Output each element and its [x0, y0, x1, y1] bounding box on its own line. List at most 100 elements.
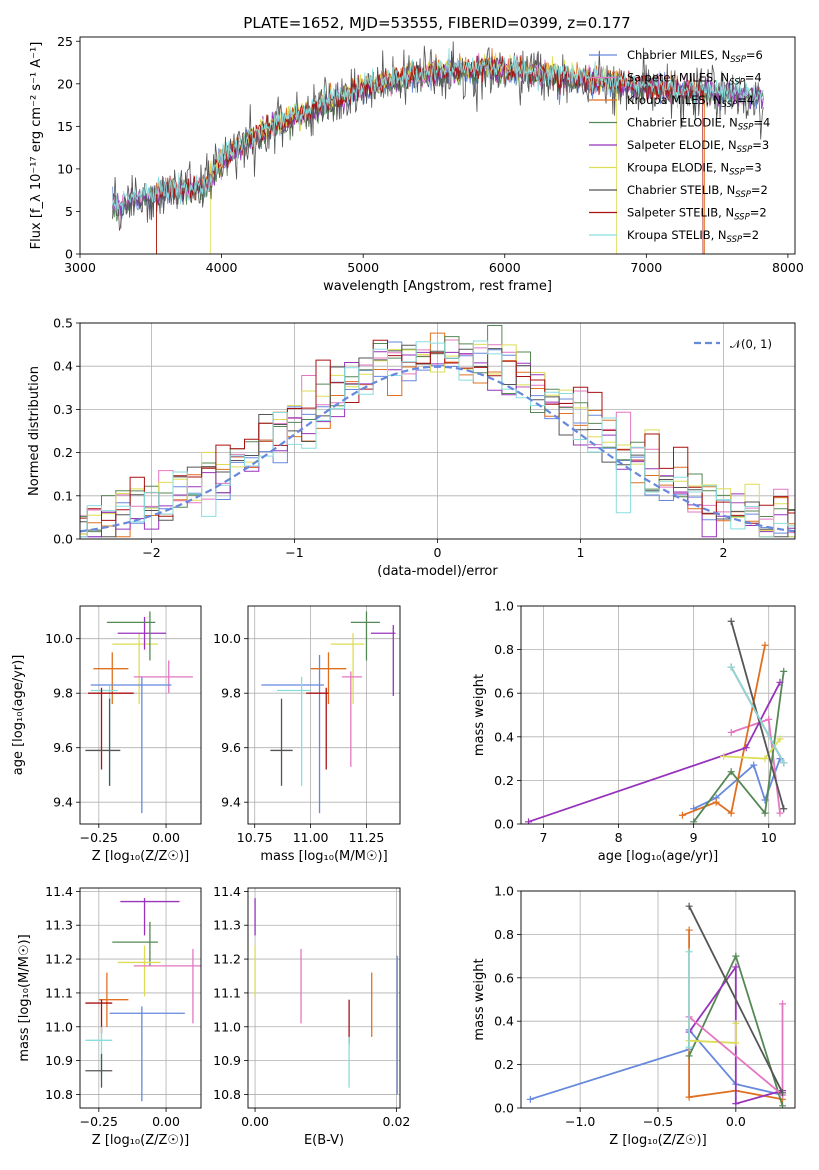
weight-marker	[780, 667, 788, 675]
weight-marker	[780, 759, 788, 767]
panel-age-vs-mass: 10.75 11.00 11.25 9.4 9.6 9.8 10.0 mass [log₁₀(…	[213, 605, 401, 864]
weight-marker	[525, 818, 533, 824]
plot-area	[112, 41, 764, 254]
weight-line	[688, 905, 784, 1094]
legend-tail: =4	[753, 116, 770, 130]
x-tick-label: 3000	[64, 260, 96, 275]
y-tick-label: 9.6	[53, 740, 73, 755]
y-tick-label: 0.8	[494, 927, 514, 942]
weight-marker	[761, 755, 769, 763]
legend-text: Salpeter MILES, N	[627, 71, 729, 85]
axes-frame	[520, 605, 796, 825]
x-axis-label: Z [log₁₀(Z/Z☉)]	[92, 849, 189, 864]
x-tick-label: 0.00	[152, 1114, 180, 1129]
y-tick-label: 9.8	[53, 686, 73, 701]
x-tick-label: −1.0	[565, 1114, 595, 1129]
legend-sub: SSP	[730, 55, 746, 65]
x-tick-label: 7000	[630, 260, 662, 275]
panel-residuals: −2 −1 0 1 2 0.0 0.1 0.2 0.3 0.4 0.5 (data-model)/er…	[27, 316, 796, 579]
x-tick-label: 8	[615, 830, 623, 845]
y-tick-label: 11.1	[45, 985, 73, 1000]
legend-entry: Kroupa STELIB, NSSP=2	[627, 228, 759, 245]
x-tick-label: 2	[720, 545, 728, 560]
legend-text: Chabrier MILES, N	[627, 48, 730, 62]
axes-frame	[79, 36, 796, 255]
x-tick-label: 0.02	[383, 1114, 411, 1129]
y-tick-label: 11.2	[213, 952, 241, 967]
weight-marker	[685, 948, 693, 956]
histogram-step	[80, 339, 795, 524]
histogram-step	[80, 343, 795, 538]
figure-title: PLATE=1652, MJD=53555, FIBERID=0399, z=0…	[243, 14, 630, 32]
legend-tail: =3	[745, 161, 762, 175]
x-tick-label: 0	[434, 545, 442, 560]
y-tick-label: 11.2	[45, 952, 73, 967]
y-tick-label: 1.0	[494, 884, 514, 899]
y-tick-label: 11.1	[213, 985, 241, 1000]
x-tick-label: 4000	[206, 260, 238, 275]
panel-mass-vs-Z: −0.25 0.00 10.8 10.9 11.0 11.1 11.2 11.3 11.4 Z […	[17, 884, 202, 1148]
legend-sub: SSP	[734, 213, 750, 223]
weight-marker	[685, 1093, 693, 1101]
weight-marker	[727, 768, 735, 776]
legend-sub: SSP	[738, 123, 754, 133]
y-tick-label: 10.0	[213, 631, 241, 646]
legend-entry: Salpeter STELIB, NSSP=2	[627, 206, 767, 223]
plot-area	[85, 898, 201, 1102]
y-tick-label: 0.6	[494, 970, 514, 985]
weight-marker	[732, 1039, 740, 1047]
legend-sub: SSP	[729, 168, 745, 178]
y-tick-label: 0.0	[53, 532, 73, 547]
legend-tail: =3	[752, 138, 769, 152]
x-tick-label: 10.75	[237, 830, 273, 845]
weight-marker	[526, 1095, 534, 1103]
legend-text: Kroupa STELIB, N	[627, 228, 727, 242]
y-axis-label: mass weight	[472, 674, 487, 756]
x-tick-label: 11.25	[349, 830, 385, 845]
legend-sub: SSP	[735, 190, 751, 200]
gaussian-curve	[80, 365, 795, 533]
panel-mass-vs-ebv: 0.00 0.02 10.8 10.9 11.0 11.1 11.2 11.3 11.4 E(B-…	[213, 884, 410, 1148]
weight-marker	[765, 715, 773, 723]
legend-entry: Kroupa ELODIE, NSSP=3	[627, 161, 762, 178]
legend-entry: Salpeter MILES, NSSP=4	[627, 71, 762, 88]
x-tick-label: 8000	[772, 260, 804, 275]
axes-frame	[247, 887, 401, 1109]
panel-age-vs-Z: −0.25 0.00 9.4 9.6 9.8 10.0 Z [log₁₀(Z/Z☉)] age…	[11, 605, 202, 864]
y-tick-label: 0.2	[494, 1057, 514, 1072]
y-tick-label: 0.4	[494, 729, 514, 744]
weight-marker	[727, 617, 735, 625]
y-tick-label: 0.2	[494, 773, 514, 788]
y-tick-label: 11.4	[213, 884, 241, 899]
y-tick-label: 15	[57, 119, 73, 134]
y-tick-label: 10.9	[213, 1053, 241, 1068]
axes-frame	[520, 890, 796, 1109]
legend-text: Salpeter ELODIE, N	[627, 138, 737, 152]
x-tick-label: −2	[142, 545, 160, 560]
weight-marker	[685, 1052, 693, 1060]
plot-area	[525, 617, 788, 824]
y-tick-label: 0.0	[494, 817, 514, 832]
weight-marker	[685, 926, 693, 934]
legend-entry: Chabrier MILES, NSSP=6	[627, 48, 763, 65]
weight-marker	[761, 809, 769, 817]
spectrum-line	[156, 55, 704, 254]
weight-marker	[779, 1089, 787, 1097]
plot-area	[261, 611, 396, 814]
legend-text: Kroupa ELODIE, N	[627, 161, 729, 175]
histogram-step	[80, 340, 795, 538]
y-tick-label: 20	[57, 76, 73, 91]
weight-marker	[779, 1000, 787, 1008]
x-tick-label: 11.00	[293, 830, 329, 845]
y-tick-label: 9.8	[221, 686, 241, 701]
y-tick-label: 10.8	[45, 1087, 73, 1102]
x-tick-label: 1	[577, 545, 585, 560]
weight-line	[730, 666, 785, 764]
weight-marker	[732, 1019, 740, 1027]
panel-weight-vs-age: 7 8 9 10 0.0 0.2 0.4 0.6 0.8 1.0 age [log₁₀(age/yr…	[472, 599, 796, 864]
y-axis-label: Flux [f_λ 10⁻¹⁷ erg cm⁻² s⁻¹ A⁻¹]	[29, 42, 44, 250]
weight-line	[692, 671, 785, 823]
weight-marker	[761, 641, 769, 649]
y-tick-label: 0.0	[494, 1101, 514, 1116]
y-tick-label: 11.4	[45, 884, 73, 899]
